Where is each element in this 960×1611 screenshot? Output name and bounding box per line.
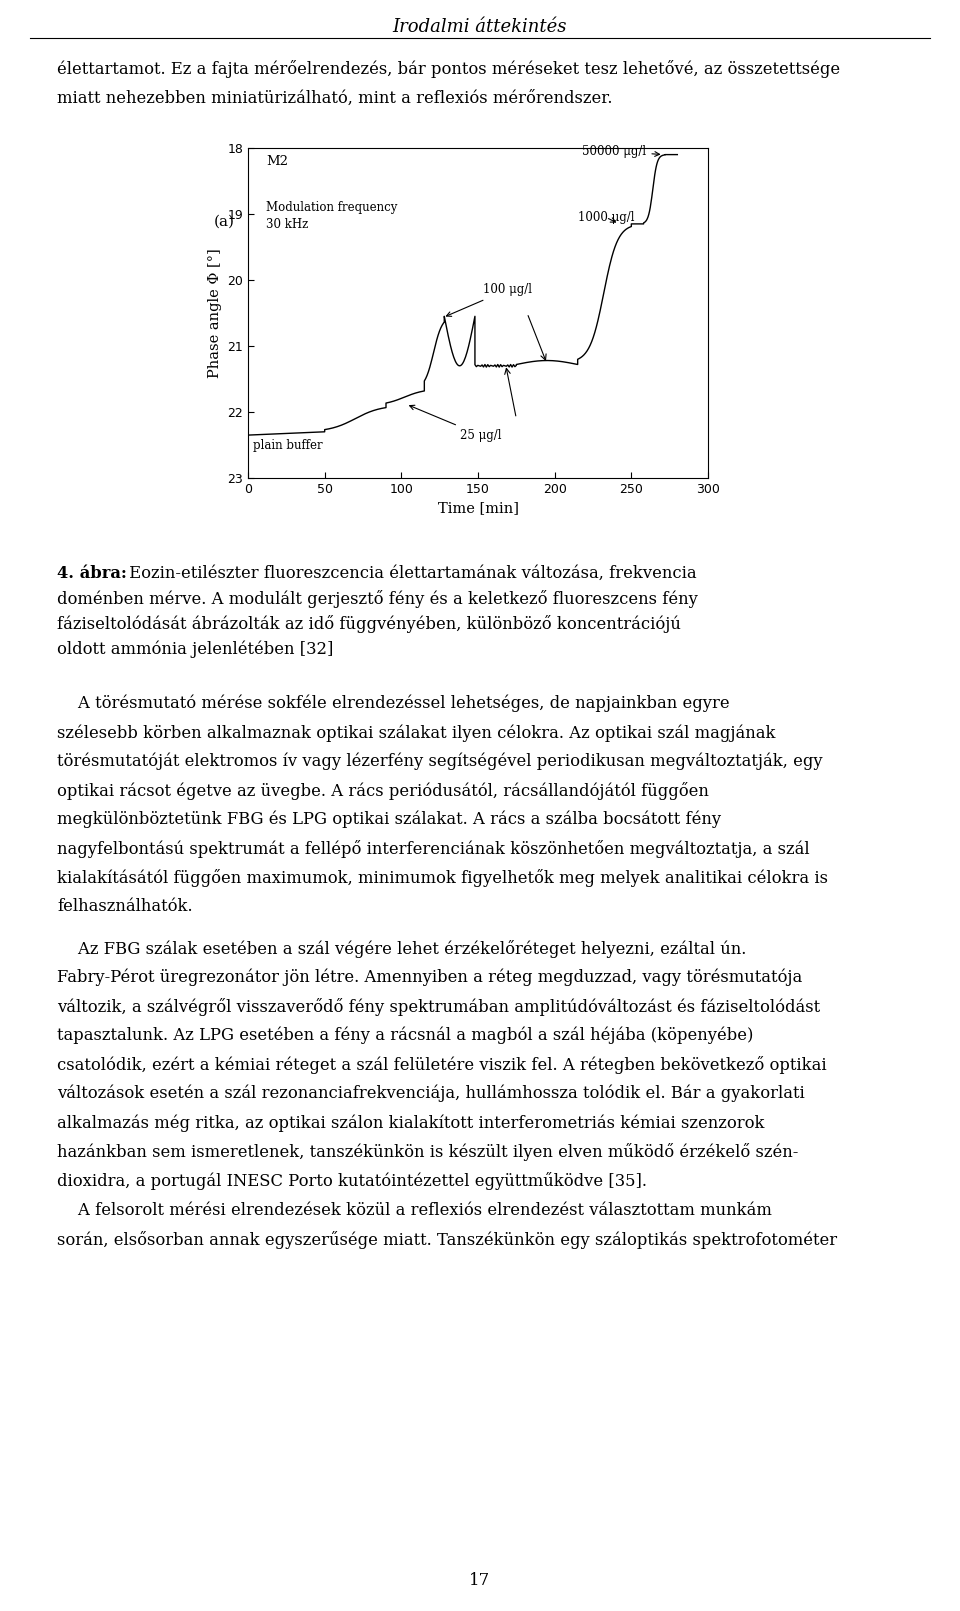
Text: hazánkban sem ismeretlenek, tanszékünkön is készült ilyen elven működő érzékelő : hazánkban sem ismeretlenek, tanszékünkön… <box>57 1142 799 1162</box>
Text: Az FBG szálak esetében a szál végére lehet érzékelőréteget helyezni, ezáltal ún.: Az FBG szálak esetében a szál végére leh… <box>57 939 746 959</box>
Text: fáziseltolódását ábrázolták az idő függvényében, különböző koncentrációjú: fáziseltolódását ábrázolták az idő függv… <box>57 615 681 633</box>
Text: plain buffer: plain buffer <box>252 438 323 451</box>
Y-axis label: Phase angle Φ [°]: Phase angle Φ [°] <box>207 248 222 379</box>
Text: csatolódik, ezért a kémiai réteget a szál felületére viszik fel. A rétegben bekö: csatolódik, ezért a kémiai réteget a szá… <box>57 1055 827 1075</box>
Text: A felsorolt mérési elrendezések közül a reflexiós elrendezést választottam munká: A felsorolt mérési elrendezések közül a … <box>57 1202 772 1220</box>
Text: M2: M2 <box>267 155 288 168</box>
Text: nagyfelbontású spektrumát a fellépő interferenciának köszönhetően megváltoztatja: nagyfelbontású spektrumát a fellépő inte… <box>57 839 809 859</box>
Text: miatt nehezebben miniatürizálható, mint a reflexiós mérőrendszer.: miatt nehezebben miniatürizálható, mint … <box>57 90 612 106</box>
Text: megkülönböztetünk FBG és LPG optikai szálakat. A rács a szálba bocsátott fény: megkülönböztetünk FBG és LPG optikai szá… <box>57 810 721 828</box>
Text: kialakításától függően maximumok, minimumok figyelhetők meg melyek analitikai cé: kialakításától függően maximumok, minimu… <box>57 868 828 888</box>
Text: 50000 μg/l: 50000 μg/l <box>583 145 660 158</box>
Text: élettartamot. Ez a fajta mérőelrendezés, bár pontos méréseket tesz lehetővé, az : élettartamot. Ez a fajta mérőelrendezés,… <box>57 60 840 77</box>
Text: Fabry-Pérot üregrezonátor jön létre. Amennyiben a réteg megduzzad, vagy törésmut: Fabry-Pérot üregrezonátor jön létre. Ame… <box>57 968 803 986</box>
Text: törésmutatóját elektromos ív vagy lézerfény segítségével periodikusan megváltozt: törésmutatóját elektromos ív vagy lézerf… <box>57 752 823 770</box>
Text: 100 μg/l: 100 μg/l <box>446 284 532 316</box>
Text: Eozin-etilészter fluoreszcencia élettartamának változása, frekvencia: Eozin-etilészter fluoreszcencia élettart… <box>124 565 697 582</box>
Text: oldott ammónia jelenlétében [32]: oldott ammónia jelenlétében [32] <box>57 640 333 657</box>
Text: 1000 μg/l: 1000 μg/l <box>578 211 635 224</box>
Text: felhasználhatók.: felhasználhatók. <box>57 897 193 915</box>
Text: Irodalmi áttekintés: Irodalmi áttekintés <box>393 18 567 35</box>
Text: optikai rácsot égetve az üvegbe. A rács periódusától, rácsállandójától függően: optikai rácsot égetve az üvegbe. A rács … <box>57 781 708 801</box>
X-axis label: Time [min]: Time [min] <box>438 501 518 516</box>
Text: 4. ábra:: 4. ábra: <box>57 565 127 582</box>
Text: tapasztalunk. Az LPG esetében a fény a rácsnál a magból a szál héjába (köpenyébe: tapasztalunk. Az LPG esetében a fény a r… <box>57 1026 754 1044</box>
Text: változik, a szálvégről visszaverődő fény spektrumában amplitúdóváltozást és fázi: változik, a szálvégről visszaverődő fény… <box>57 997 820 1017</box>
Text: során, elsősorban annak egyszerűsége miatt. Tanszékünkön egy száloptikás spektro: során, elsősorban annak egyszerűsége mia… <box>57 1231 837 1249</box>
Text: 25 μg/l: 25 μg/l <box>410 406 501 441</box>
Text: Modulation frequency
30 kHz: Modulation frequency 30 kHz <box>267 201 397 230</box>
Text: doménben mérve. A modulált gerjesztő fény és a keletkező fluoreszcens fény: doménben mérve. A modulált gerjesztő fén… <box>57 590 698 607</box>
Text: dioxidra, a portugál INESC Porto kutatóintézettel együttműködve [35].: dioxidra, a portugál INESC Porto kutatói… <box>57 1171 647 1191</box>
Text: A törésmutató mérése sokféle elrendezéssel lehetséges, de napjainkban egyre: A törésmutató mérése sokféle elrendezéss… <box>57 694 730 712</box>
Text: (a): (a) <box>214 214 235 229</box>
Text: változások esetén a szál rezonanciafrekvenciája, hullámhossza tolódik el. Bár a : változások esetén a szál rezonanciafrekv… <box>57 1084 804 1102</box>
Text: alkalmazás még ritka, az optikai szálon kialakított interferometriás kémiai szen: alkalmazás még ritka, az optikai szálon … <box>57 1113 764 1131</box>
Text: szélesebb körben alkalmaznak optikai szálakat ilyen célokra. Az optikai szál mag: szélesebb körben alkalmaznak optikai szá… <box>57 723 776 741</box>
Text: 17: 17 <box>469 1572 491 1588</box>
